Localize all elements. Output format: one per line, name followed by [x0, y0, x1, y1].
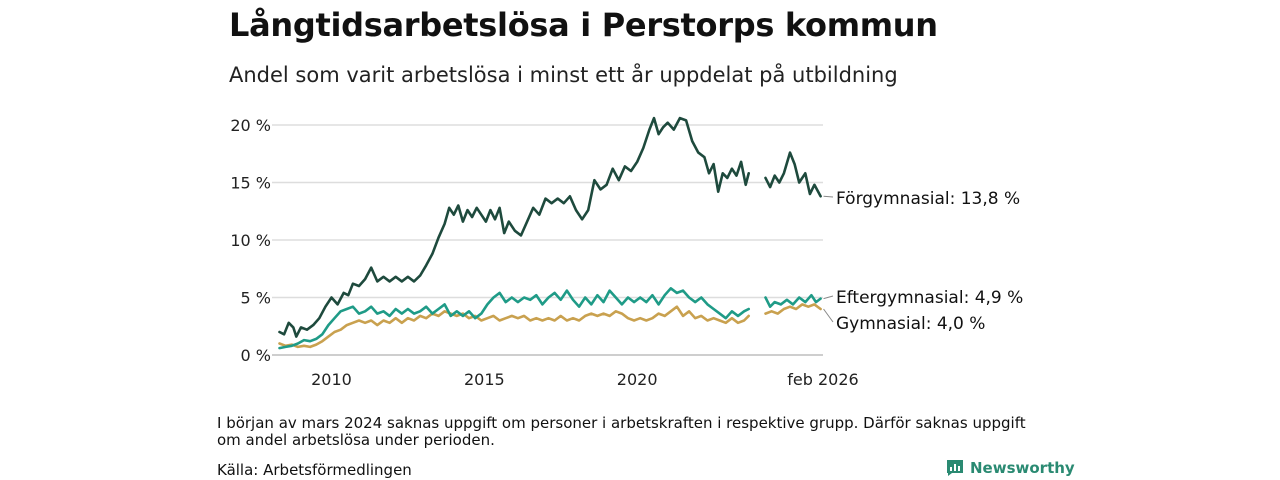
series-line-gymnasial: [278, 305, 750, 349]
newsworthy-icon: [947, 460, 963, 476]
source-text: Källa: Arbetsförmedlingen: [217, 461, 412, 479]
series-labels: Förgymnasial: 13,8 % Eftergymnasial: 4,9 …: [823, 189, 1023, 334]
series-line-forgymnasial-after-gap: [764, 151, 822, 198]
series-line-gymnasial-after-gap: [764, 303, 822, 315]
series-line-eftergymnasial-after-gap: [764, 293, 822, 308]
footnote: I början av mars 2024 saknas uppgift om …: [217, 414, 1026, 449]
x-tick-label: feb 2026: [787, 370, 858, 389]
label-leader-line: [823, 295, 834, 300]
label-leader-line: [823, 195, 834, 198]
x-tick-label: 2020: [617, 370, 658, 389]
x-tick-label: 2015: [464, 370, 505, 389]
series-lines: [278, 116, 822, 350]
series-line-eftergymnasial: [278, 287, 750, 350]
gridlines: [272, 124, 823, 356]
series-label: Eftergymnasial: 4,9 %: [836, 288, 1023, 308]
x-axis: 2010 2015 2020 feb 2026: [311, 370, 859, 389]
y-tick-label: 10 %: [230, 231, 271, 250]
y-tick-label: 20 %: [230, 116, 271, 135]
x-tick-label: 2010: [311, 370, 352, 389]
y-tick-label: 5 %: [241, 289, 271, 308]
line-chart: 0 %5 %10 %15 %20 % 2010 2015 2020 feb 2026 …: [230, 116, 1023, 389]
label-leader-line: [823, 308, 834, 323]
brand-name: Newsworthy: [970, 459, 1075, 477]
chart-subtitle: Andel som varit arbetslösa i minst ett å…: [229, 63, 898, 87]
series-label: Förgymnasial: 13,8 %: [836, 189, 1020, 209]
series-label: Gymnasial: 4,0 %: [836, 314, 985, 334]
chart-title: Långtidsarbetslösa i Perstorps kommun: [229, 6, 938, 44]
y-tick-label: 15 %: [230, 174, 271, 193]
brand-logo: Newsworthy: [946, 459, 1075, 477]
y-axis: 0 % 5 % 10 % 15 % 20 %: [230, 116, 271, 365]
series-line-forgymnasial: [278, 116, 750, 338]
y-tick-label: 0 %: [241, 346, 271, 365]
